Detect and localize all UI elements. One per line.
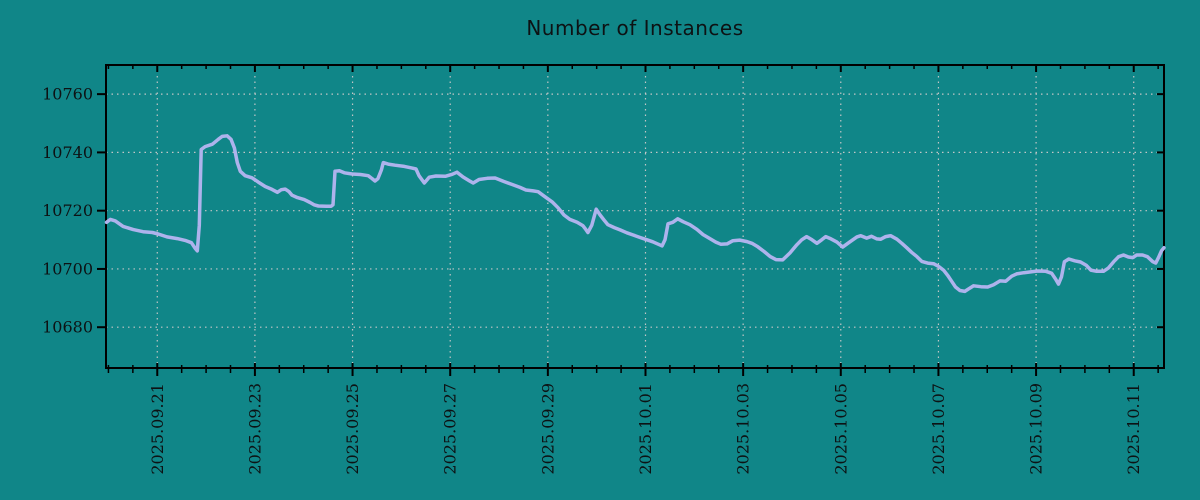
x-tick-label: 2025.09.25 <box>343 383 362 475</box>
x-tick-label: 2025.10.01 <box>636 383 655 475</box>
series-line <box>104 134 1166 294</box>
x-tick-label: 2025.09.27 <box>441 383 460 475</box>
y-tick-label: 10700 <box>42 259 93 278</box>
x-tick-label: 2025.10.11 <box>1124 383 1143 475</box>
chart-title: Number of Instances <box>526 16 744 40</box>
y-tick-label: 10720 <box>42 201 93 220</box>
x-tick-label: 2025.10.09 <box>1027 383 1046 475</box>
x-tick-label: 2025.09.21 <box>148 383 167 475</box>
plot-border <box>105 64 1165 369</box>
x-tick-label: 2025.10.07 <box>929 383 948 475</box>
x-tick-label: 2025.10.05 <box>831 383 850 475</box>
y-tick-label: 10680 <box>42 318 93 337</box>
y-tick-label: 10760 <box>42 85 93 104</box>
x-tick-label: 2025.09.23 <box>245 383 264 475</box>
x-tick-label: 2025.10.03 <box>734 383 753 475</box>
y-tick-label: 10740 <box>42 143 93 162</box>
x-tick-label: 2025.09.29 <box>538 383 557 475</box>
